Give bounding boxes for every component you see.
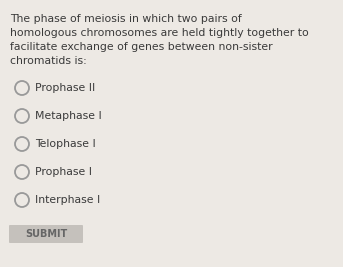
Text: Interphase I: Interphase I <box>35 195 100 205</box>
Text: facilitate exchange of genes between non-sister: facilitate exchange of genes between non… <box>10 42 273 52</box>
Text: Prophase II: Prophase II <box>35 83 95 93</box>
Text: homologous chromosomes are held tightly together to: homologous chromosomes are held tightly … <box>10 28 309 38</box>
Text: Telophase I: Telophase I <box>35 139 96 149</box>
Text: chromatids is:: chromatids is: <box>10 56 87 66</box>
Text: SUBMIT: SUBMIT <box>25 229 67 239</box>
Text: Prophase I: Prophase I <box>35 167 92 177</box>
Text: Metaphase I: Metaphase I <box>35 111 102 121</box>
Text: The phase of meiosis in which two pairs of: The phase of meiosis in which two pairs … <box>10 14 242 24</box>
FancyBboxPatch shape <box>9 225 83 243</box>
